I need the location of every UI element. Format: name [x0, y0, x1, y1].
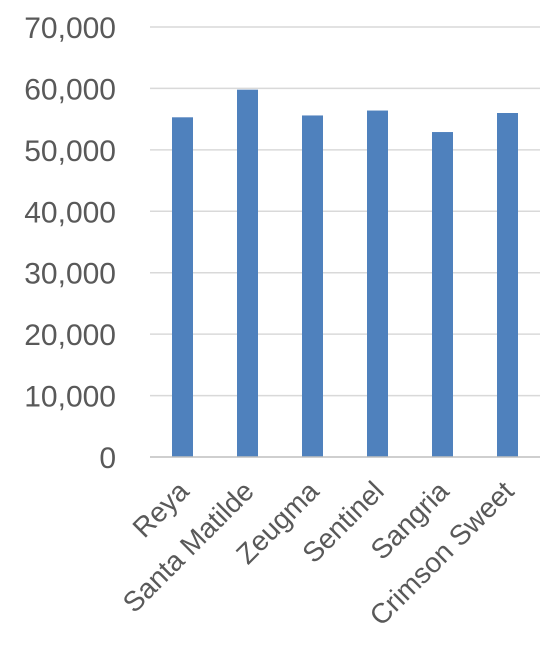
bar-santa-matilde [237, 89, 258, 458]
y-axis-tick-labels: 0 10,000 20,000 30,000 40,000 50,000 60,000 70,… [24, 12, 116, 475]
bar-sentinel [367, 110, 388, 458]
bar-sangria [432, 132, 453, 458]
gridlines [150, 26, 540, 397]
y-tick-label: 60,000 [24, 73, 116, 106]
y-tick-label: 50,000 [24, 135, 116, 168]
y-tick-label: 20,000 [24, 319, 116, 352]
bar-reya [172, 117, 193, 458]
y-tick-label: 10,000 [24, 381, 116, 414]
y-tick-label: 40,000 [24, 196, 116, 229]
y-tick-label: 30,000 [24, 258, 116, 291]
y-tick-label: 0 [99, 442, 116, 475]
bars [172, 89, 518, 458]
bar-crimson-sweet [497, 113, 518, 457]
y-tick-label: 70,000 [24, 12, 116, 45]
bar-zeugma [302, 115, 323, 457]
